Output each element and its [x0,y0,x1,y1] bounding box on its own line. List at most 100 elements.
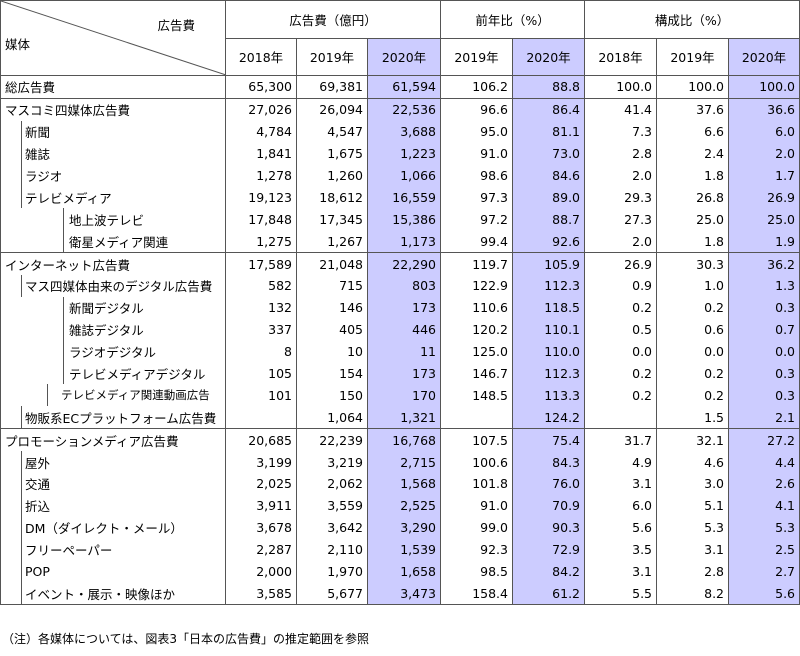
cell: 3,219 [296,451,368,474]
cell: 0.0 [656,340,730,363]
cell: 119.7 [440,252,513,276]
table-row: 新聞 4,784 4,547 3,688 95.0 81.1 7.3 6.6 6.0 [0,120,800,143]
cell: 337 [225,318,297,341]
cell: 91.0 [440,142,513,165]
table-row: マスコミ四媒体広告費 27,026 26,094 22,536 96.6 86.4 41.4… [0,97,800,121]
cell: 173 [367,362,441,385]
cell: 2,287 [225,538,297,561]
cell: 70.9 [511,494,586,517]
cell: 1.9 [728,230,800,253]
table-row: 総広告費 65,300 69,381 61,594 106.2 88.8 100.0 100.… [0,75,800,99]
cell: 69,381 [296,75,368,99]
cell: 0.7 [728,318,800,341]
cell: 4.9 [584,451,658,474]
cell: 3.5 [584,538,658,561]
cell: 76.0 [511,473,586,495]
cell: 27.3 [584,208,658,231]
cell: 5,677 [296,582,368,606]
row-label: POP [0,560,226,583]
cell [584,406,658,429]
cell: 1,568 [367,473,441,495]
cell: 2.0 [584,230,658,253]
cell: 1,173 [367,230,441,253]
cell: 27.2 [728,428,800,452]
cell: 99.4 [440,230,513,253]
cell: 8 [225,340,297,363]
cell: 3,678 [225,516,297,539]
cell: 582 [225,275,297,297]
cell: 112.3 [511,362,586,385]
cell: 17,589 [225,252,297,276]
cell: 1,321 [367,406,441,429]
row-label: 屋外 [0,451,226,474]
cell: 1,278 [225,164,297,187]
cell: 98.5 [440,560,513,583]
cell: 6.0 [728,120,800,143]
cell: 89.0 [511,186,586,209]
cell: 17,848 [225,208,297,231]
row-label: DM（ダイレクト・メール） [0,516,226,539]
cell: 22,536 [367,97,441,121]
cell: 4,547 [296,120,368,143]
cell: 101.8 [440,473,513,495]
cell: 97.2 [440,208,513,231]
cell: 170 [367,384,441,407]
cell: 22,290 [367,252,441,276]
cell: 100.0 [656,75,730,99]
row-label: 衛星メディア関連 [0,230,226,253]
cell: 1,223 [367,142,441,165]
cell: 84.2 [511,560,586,583]
cell: 84.3 [511,451,586,474]
cell: 2.6 [728,473,800,495]
diagonal [1,1,225,75]
cell: 2,025 [225,473,297,495]
cell: 16,768 [367,428,441,452]
year-header: 2019年 [296,37,368,76]
cell: 88.7 [511,208,586,231]
cell: 146 [296,296,368,319]
cell: 3,911 [225,494,297,517]
cell: 118.5 [511,296,586,319]
cell: 5.1 [656,494,730,517]
row-label: 折込 [0,494,226,517]
ad-table: 広告費 媒体 広告費（億円） 前年比（%） 構成比（%） 2018年 2019年 2… [0,0,800,606]
row-label: マス四媒体由来のデジタル広告費 [0,275,226,297]
cell: 146.7 [440,362,513,385]
row-label: 雑誌デジタル [0,318,226,341]
cell: 0.2 [656,362,730,385]
cell: 92.3 [440,538,513,561]
cell: 20,685 [225,428,297,452]
cell: 1,260 [296,164,368,187]
note: （注）各媒体については、図表3「日本の広告費」の推定範囲を参照 [2,632,370,646]
cell: 73.0 [511,142,586,165]
cell: 2,000 [225,560,297,583]
cell [225,406,297,429]
cell: 100.6 [440,451,513,474]
row-label: マスコミ四媒体広告費 [0,97,226,121]
cell: 3,585 [225,582,297,606]
cell: 0.2 [584,362,658,385]
cell: 154 [296,362,368,385]
cell: 3,688 [367,120,441,143]
row-label: 物販系ECプラットフォーム広告費 [0,406,226,429]
cell: 1,275 [225,230,297,253]
cell: 37.6 [656,97,730,121]
cell: 30.3 [656,252,730,276]
cell: 2.8 [584,142,658,165]
table-row: テレビメディア関連動画広告 101 150 170 148.5 113.3 0.2 0.2 0.… [0,384,800,407]
cell: 1.8 [656,164,730,187]
cell: 110.1 [511,318,586,341]
cell: 90.3 [511,516,586,539]
corner-top: 広告費 [157,18,195,33]
cell: 5.6 [728,582,800,606]
table-row: 地上波テレビ 17,848 17,345 15,386 97.2 88.7 27.3 25.0… [0,208,800,231]
row-label: ラジオ [0,164,226,187]
cell: 6.6 [656,120,730,143]
cell: 150 [296,384,368,407]
cell: 22,239 [296,428,368,452]
cell: 3,199 [225,451,297,474]
row-label: テレビメディア [0,186,226,209]
cell: 98.6 [440,164,513,187]
cell: 4.1 [728,494,800,517]
table-row: 屋外 3,199 3,219 2,715 100.6 84.3 4.9 4.6 4.4 [0,451,800,474]
